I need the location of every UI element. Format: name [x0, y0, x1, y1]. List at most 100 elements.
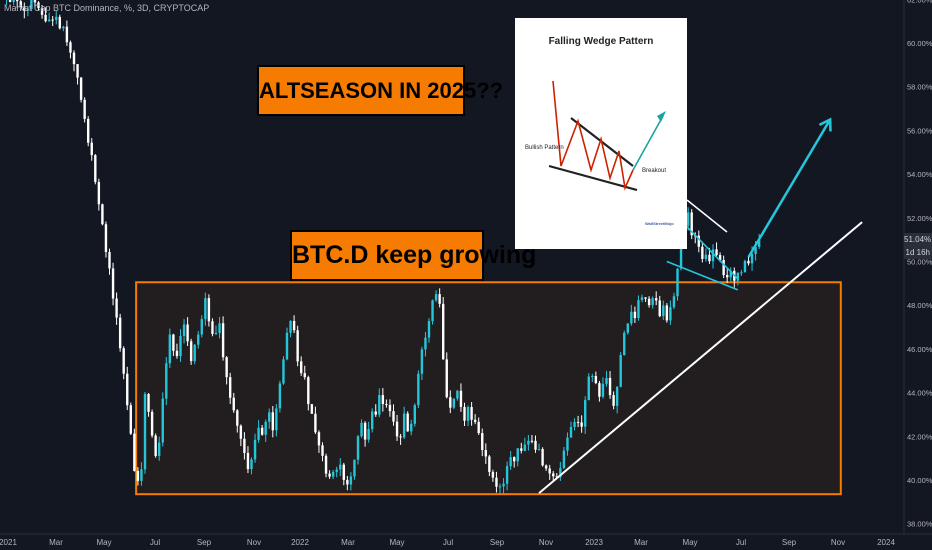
candle-body	[513, 457, 516, 462]
candle-body	[726, 275, 729, 278]
y-tick-label: 48.00%	[907, 301, 932, 310]
candle-body	[548, 468, 551, 474]
candle-body	[165, 363, 168, 399]
bullish-pattern-label: Bullish Pattern	[525, 145, 564, 151]
candle-body	[385, 404, 388, 406]
candle-body	[108, 251, 111, 269]
candle-body	[243, 438, 246, 453]
candle-body	[427, 321, 431, 338]
candle-body	[133, 433, 136, 471]
candle-body	[186, 324, 189, 342]
y-tick-label: 62.00%	[907, 0, 932, 4]
candle-body	[711, 249, 715, 262]
candle-body	[278, 383, 282, 409]
x-tick-label: Sep	[782, 538, 797, 547]
candle-body	[331, 471, 335, 477]
x-tick-label: Nov	[831, 538, 845, 547]
candle-body	[445, 359, 448, 398]
breakout-arrowhead	[657, 111, 666, 122]
candle-body	[19, 1, 22, 8]
candle-body	[466, 407, 470, 421]
candle-body	[619, 355, 622, 387]
candle-body	[434, 294, 438, 301]
candle-body	[285, 332, 289, 360]
candle-body	[158, 442, 161, 456]
candle-body	[147, 393, 150, 412]
candle-body	[101, 204, 104, 225]
candle-body	[83, 99, 86, 119]
wedge-diagram	[548, 80, 666, 192]
logo: WallStreetMojo	[645, 221, 674, 226]
candle-body	[111, 268, 115, 299]
candle-body	[62, 26, 65, 29]
candle-body	[30, 0, 33, 9]
y-tick-label: 60.00%	[907, 39, 932, 48]
candle-body	[239, 425, 243, 439]
x-tick-label: Mar	[49, 538, 63, 547]
candle-body	[115, 298, 118, 318]
candle-body	[413, 405, 416, 424]
candle-body	[452, 398, 456, 408]
candle-body	[87, 118, 90, 143]
candle-body	[207, 298, 211, 322]
candle-body	[314, 413, 317, 433]
candle-body	[310, 404, 314, 414]
candle-body	[530, 440, 534, 442]
time-axis	[0, 534, 932, 550]
candle-body	[47, 19, 51, 22]
candle-body	[122, 348, 125, 374]
candle-body	[740, 272, 743, 274]
candle-body	[321, 445, 324, 456]
candle-body	[236, 410, 239, 426]
candle-body	[736, 272, 740, 281]
candle-body	[559, 468, 562, 478]
x-tick-label: Jul	[443, 538, 453, 547]
candle-body	[640, 297, 644, 301]
candle-body	[488, 456, 491, 472]
candle-body	[346, 479, 349, 485]
x-tick-label: May	[682, 538, 697, 547]
candle-body	[143, 393, 147, 470]
candle-body	[307, 377, 310, 405]
candle-body	[587, 376, 590, 401]
candle-body	[371, 411, 374, 430]
candle-body	[505, 466, 509, 484]
candle-body	[136, 470, 140, 481]
candle-body	[94, 155, 97, 182]
y-tick-label: 56.00%	[907, 126, 932, 135]
candle-body	[402, 413, 406, 438]
candle-body	[363, 422, 367, 440]
candle-body	[360, 422, 363, 437]
candle-body	[76, 64, 79, 78]
candle-body	[495, 477, 498, 487]
breakout-label: Breakout	[642, 168, 667, 174]
candle-body	[704, 254, 708, 259]
projection-arrow	[747, 118, 832, 258]
candle-body	[65, 26, 69, 43]
candle-body	[729, 270, 732, 278]
candle-body	[456, 390, 459, 399]
support-trendline	[538, 221, 863, 494]
y-tick-label: 38.00%	[907, 520, 932, 529]
x-tick-label: May	[96, 538, 111, 547]
candle-body	[58, 16, 61, 29]
y-tick-label: 40.00%	[907, 476, 932, 485]
candle-body	[79, 77, 83, 100]
candle-body	[442, 303, 445, 360]
candle-body	[90, 142, 93, 156]
candle-body	[665, 305, 669, 321]
wedge-lower-line	[548, 164, 638, 192]
candle-body	[118, 317, 122, 349]
candle-body	[679, 242, 683, 269]
candle-body	[424, 337, 427, 350]
candle-body	[349, 476, 353, 485]
candle-body	[672, 296, 676, 308]
candle-body	[335, 469, 338, 472]
candle-body	[378, 395, 381, 415]
projection-arrowhead	[818, 117, 832, 132]
candle-body	[527, 440, 530, 445]
candle-body	[463, 406, 466, 421]
candle-body	[26, 8, 30, 11]
bar-countdown-badge: 1d 16h	[904, 246, 932, 259]
candle-body	[150, 411, 154, 436]
